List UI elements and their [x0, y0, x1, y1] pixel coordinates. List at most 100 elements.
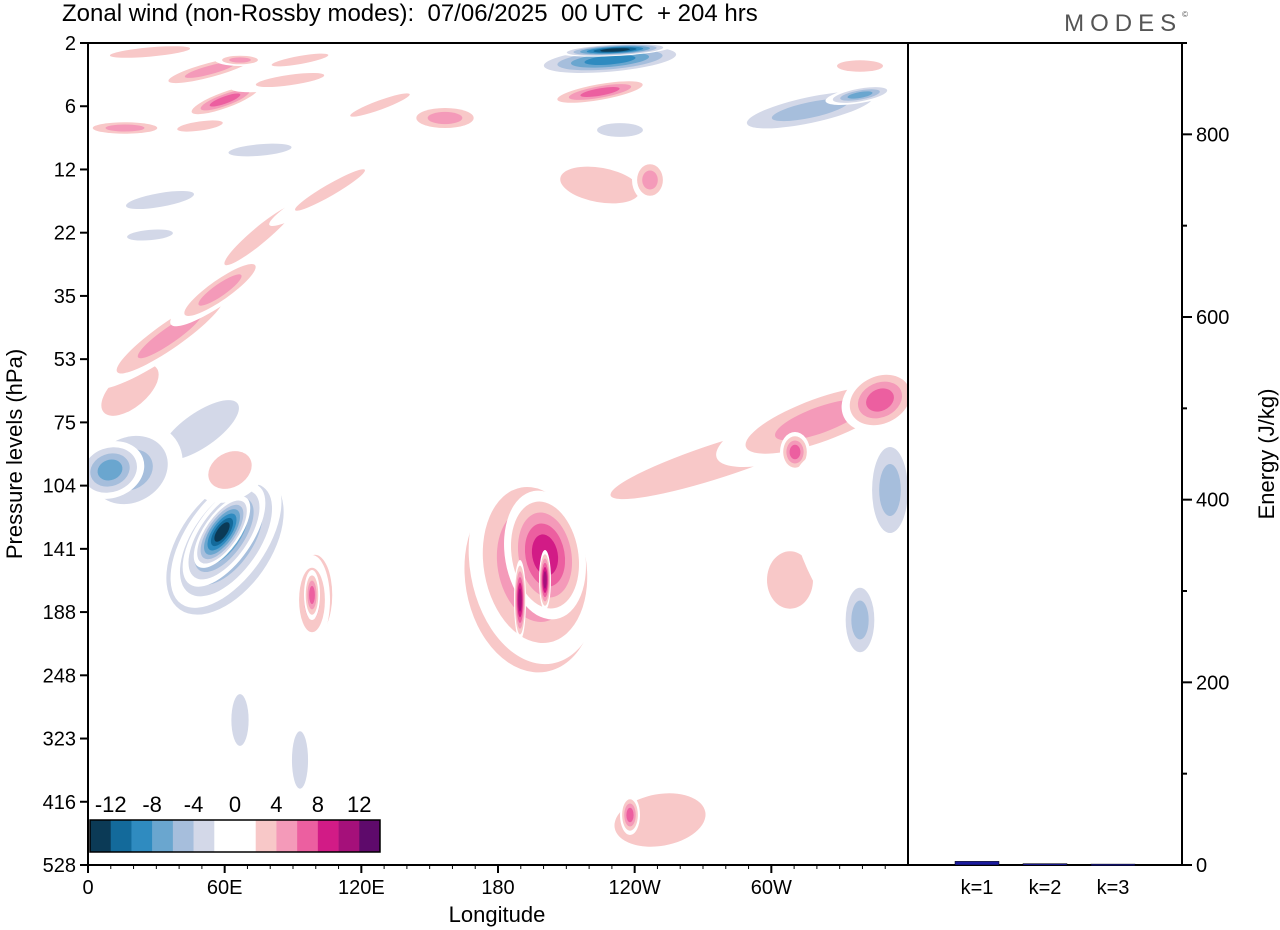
contour-region — [642, 170, 658, 190]
contour-region — [584, 55, 636, 65]
colorbar-swatch — [193, 820, 215, 852]
contour-region — [249, 293, 411, 407]
contour-region — [847, 91, 873, 99]
contour-region — [626, 807, 634, 823]
energy-x-axis: k=1 k=2 k=3 — [961, 877, 1130, 899]
colorbar-swatch — [152, 820, 174, 852]
x-tick-label: 60W — [751, 877, 792, 899]
contour-region — [675, 680, 725, 760]
contour-region — [665, 562, 735, 678]
y-tick-label: 188 — [43, 602, 76, 624]
contour-region — [198, 274, 242, 306]
colorbar-label: -12 — [95, 792, 127, 817]
colorbar-label: -4 — [184, 792, 204, 817]
contour-region — [350, 93, 410, 117]
brand-logo: MODES© — [1064, 10, 1188, 38]
contour-region — [518, 588, 522, 612]
colorbar-swatch — [235, 820, 257, 852]
y-tick-label: 12 — [54, 159, 76, 181]
contour-region — [127, 229, 173, 241]
contour-region — [184, 62, 236, 78]
contour-region — [771, 98, 849, 122]
contour-region — [879, 464, 901, 516]
contour-region — [580, 87, 620, 97]
energy-bars — [954, 861, 1136, 866]
contour-fills — [88, 43, 908, 865]
colorbar-legend: -12 -8 -4 0 4 8 12 — [89, 792, 381, 853]
contour-region — [560, 166, 640, 204]
brand-name: MODES — [1064, 10, 1183, 37]
contour-region — [851, 600, 869, 640]
energy-tick-label: 200 — [1196, 672, 1229, 694]
y-tick-label: 104 — [43, 476, 76, 498]
energy-category-label: k=2 — [1029, 877, 1062, 899]
colorbar-swatch — [338, 820, 360, 852]
colorbar-swatch — [172, 820, 194, 852]
contour-region — [789, 444, 801, 460]
x-tick-label: 120E — [338, 877, 385, 899]
y-tick-label: 6 — [65, 96, 76, 118]
colorbar-frame — [89, 819, 381, 853]
colorbar-swatch — [110, 820, 132, 852]
x-tick-label: 0 — [82, 877, 93, 899]
longitude-x-axis: 0 60E 120E 180 120W 60W — [82, 865, 886, 899]
contour-region — [209, 93, 241, 107]
energy-y-axis: 0 200 400 600 800 — [1182, 42, 1229, 877]
contour-region — [866, 388, 894, 412]
contour-region — [229, 57, 251, 63]
energy-category-label: k=3 — [1097, 877, 1130, 899]
energy-tick-label: 400 — [1196, 490, 1229, 512]
y-tick-label: 323 — [43, 729, 76, 751]
colorbar-swatch — [255, 820, 277, 852]
y-tick-label: 416 — [43, 792, 76, 814]
x-axis-label: Longitude — [449, 902, 546, 927]
colorbar-swatch — [297, 820, 319, 852]
energy-plot-frame — [907, 42, 1183, 866]
x-tick-label: 180 — [481, 877, 514, 899]
energy-bar — [1090, 863, 1136, 866]
contour-region — [767, 551, 813, 609]
contour-region — [837, 60, 883, 72]
contour-region — [126, 190, 194, 210]
y-tick-label: 528 — [43, 855, 76, 877]
colorbar-swatch — [276, 820, 298, 852]
colorbar-swatch — [317, 820, 339, 852]
y-tick-label: 22 — [54, 223, 76, 245]
contour-region — [543, 571, 547, 589]
energy-tick-label: 600 — [1196, 307, 1229, 329]
colorbar-label: 12 — [347, 792, 371, 817]
y-tick-label: 75 — [54, 412, 76, 434]
contour-region — [291, 731, 309, 789]
contour-region — [309, 585, 315, 605]
contour-region — [427, 111, 463, 125]
contour-region — [231, 694, 249, 746]
colorbar-swatch — [214, 820, 236, 852]
y-tick-label: 141 — [43, 539, 76, 561]
contour-region — [295, 169, 365, 211]
contour-region — [380, 370, 440, 650]
contour-region — [650, 102, 750, 118]
y-tick-label: 2 — [65, 33, 76, 55]
contour-region — [214, 522, 230, 542]
contour-plot-area — [88, 43, 908, 865]
contour-region — [109, 46, 191, 58]
colorbar-label: -8 — [142, 792, 162, 817]
contour-region — [880, 600, 908, 840]
contour-region — [271, 53, 329, 67]
colorbar-label: 8 — [312, 792, 324, 817]
contour-region — [228, 143, 292, 157]
contour-region — [580, 292, 660, 328]
x-tick-label: 120W — [609, 877, 661, 899]
contour-region — [208, 451, 252, 489]
energy-bar — [1022, 863, 1068, 866]
contour-region — [597, 123, 643, 137]
pressure-y-axis: 2 6 12 22 35 53 75 104 141 188 248 323 416 528 — [43, 33, 88, 877]
contour-region — [855, 180, 905, 320]
contour-region — [101, 364, 159, 416]
contour-region — [97, 459, 123, 481]
energy-category-label: k=1 — [961, 877, 994, 899]
y-tick-label: 53 — [54, 349, 76, 371]
brand-mark: © — [1182, 10, 1188, 19]
colorbar-swatch — [131, 820, 153, 852]
